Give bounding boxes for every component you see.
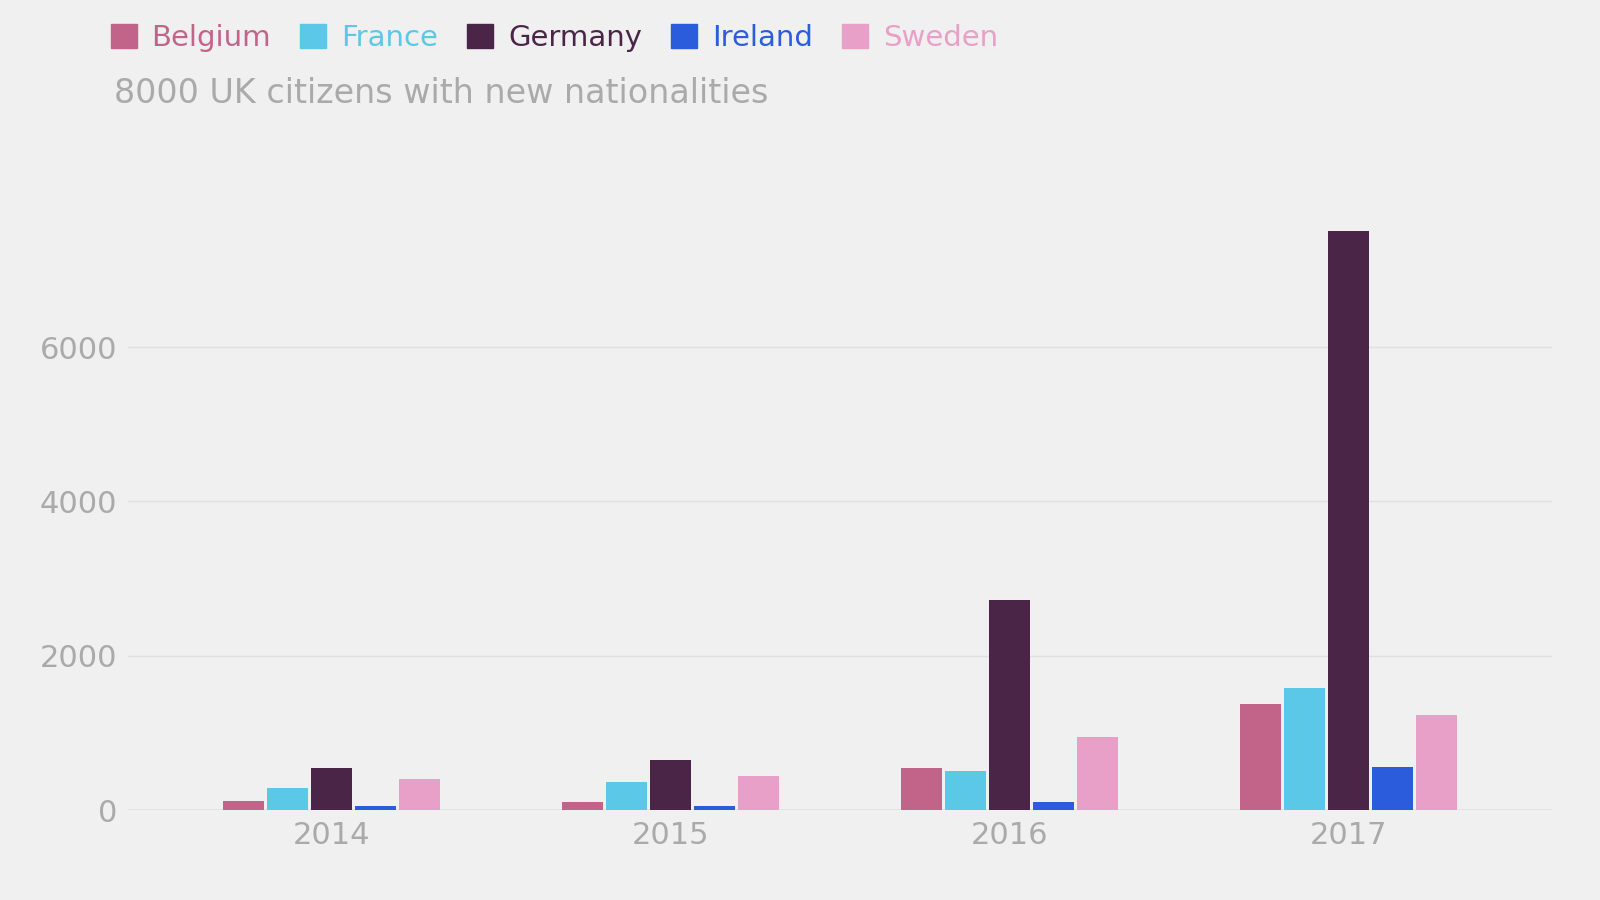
Bar (946, 771, 986, 810)
Bar (1416, 716, 1458, 810)
Bar (1328, 231, 1370, 810)
Bar (989, 600, 1030, 810)
Bar (222, 801, 264, 810)
Bar (738, 776, 779, 810)
Bar (1373, 767, 1413, 810)
Bar (1285, 688, 1325, 810)
Bar (1077, 737, 1118, 810)
Bar (694, 806, 734, 810)
Bar (1034, 802, 1074, 810)
Bar (650, 760, 691, 810)
Legend: Belgium, France, Germany, Ireland, Sweden: Belgium, France, Germany, Ireland, Swede… (110, 23, 998, 51)
Bar (1240, 704, 1280, 810)
Bar (355, 806, 395, 810)
Bar (606, 782, 646, 810)
Text: 8000 UK citizens with new nationalities: 8000 UK citizens with new nationalities (114, 77, 768, 110)
Bar (901, 769, 942, 810)
Bar (267, 788, 307, 810)
Bar (400, 779, 440, 810)
Bar (310, 769, 352, 810)
Bar (562, 802, 603, 810)
